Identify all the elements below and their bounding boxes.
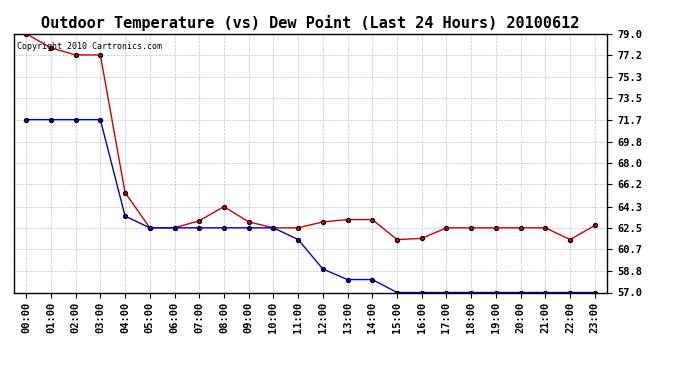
Title: Outdoor Temperature (vs) Dew Point (Last 24 Hours) 20100612: Outdoor Temperature (vs) Dew Point (Last… <box>41 15 580 31</box>
Text: Copyright 2010 Cartronics.com: Copyright 2010 Cartronics.com <box>17 42 161 51</box>
